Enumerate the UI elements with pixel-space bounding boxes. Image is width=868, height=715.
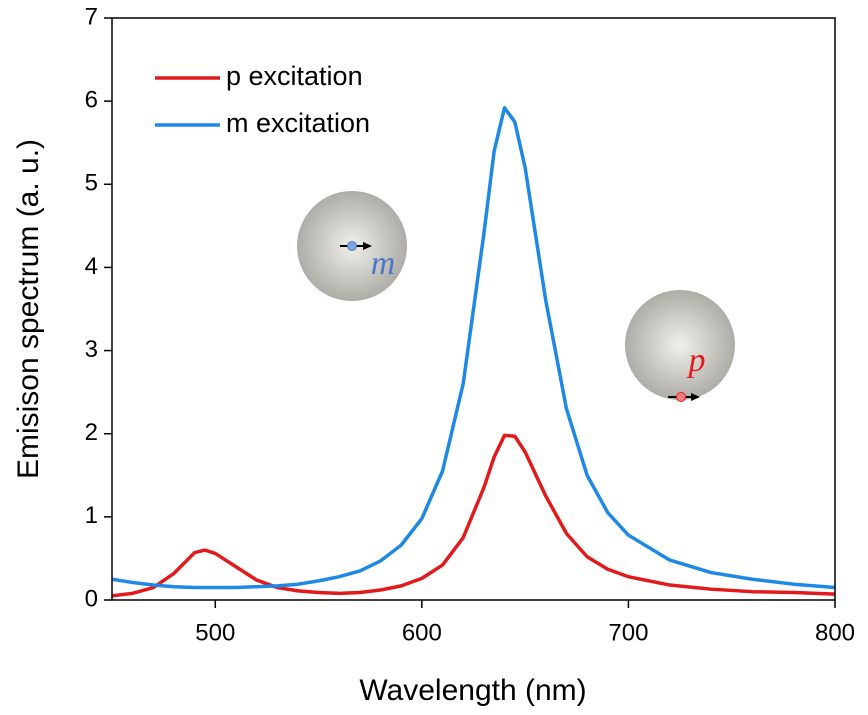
annotation: p	[687, 342, 706, 379]
y-tick-label: 7	[85, 3, 98, 30]
plot-frame	[111, 17, 836, 601]
y-tick-label: 5	[85, 170, 98, 197]
y-tick-label: 4	[85, 253, 98, 280]
y-tick-label: 3	[85, 336, 98, 363]
y-axis-label: Emisison spectrum (a. u.)	[12, 139, 45, 479]
annotation: m	[371, 245, 396, 282]
inset-p	[625, 290, 735, 402]
x-tick-label: 700	[608, 619, 648, 646]
legend-label: p excitation	[226, 61, 363, 91]
y-tick-label: 2	[85, 419, 98, 446]
inset-m	[297, 191, 407, 301]
x-tick-label: 800	[815, 619, 855, 646]
y-tick-label: 1	[85, 502, 98, 529]
x-tick-label: 600	[402, 619, 442, 646]
x-axis-label: Wavelength (nm)	[359, 674, 586, 707]
y-tick-label: 6	[85, 86, 98, 113]
y-tick-label: 0	[85, 585, 98, 612]
legend-label: m excitation	[226, 108, 370, 138]
series-line	[111, 106, 836, 590]
x-tick-label: 500	[195, 619, 235, 646]
series-line	[111, 433, 836, 598]
